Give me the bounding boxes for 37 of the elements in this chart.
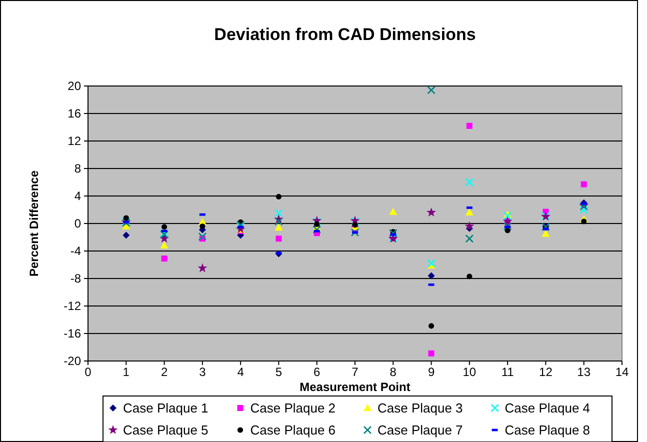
x-axis-title: Measurement Point: [300, 380, 410, 394]
legend-label: Case Plaque 6: [250, 422, 336, 438]
x-tick-label: 0: [84, 365, 92, 379]
y-tick-label: -16: [64, 326, 82, 341]
x-tick-label: 5: [275, 365, 282, 379]
chart-title: Deviation from CAD Dimensions: [214, 25, 476, 44]
legend-label: Case Plaque 3: [378, 400, 463, 416]
y-tick-label: -8: [70, 272, 82, 286]
x-tick-label: 13: [577, 365, 591, 379]
x-tick-label: 11: [501, 365, 514, 379]
y-tick-label: 4: [74, 189, 82, 204]
y-tick-label: 8: [74, 162, 82, 176]
y-axis-title: Percent Difference: [27, 170, 41, 277]
legend-label: Case Plaque 5: [123, 422, 208, 438]
y-tick-label: -20: [64, 354, 82, 368]
x-tick-label: 1: [122, 365, 130, 379]
x-tick-label: 14: [615, 365, 629, 379]
legend-label: Case Plaque 1: [123, 400, 208, 416]
y-tick-label: 20: [68, 79, 82, 94]
legend-label: Case Plaque 2: [250, 400, 336, 416]
legend-label: Case Plaque 4: [504, 400, 590, 416]
x-tick-label: 4: [237, 365, 244, 379]
x-tick-label: 3: [199, 365, 206, 379]
y-tick-label: 16: [68, 106, 82, 121]
legend-label: Case Plaque 8: [504, 422, 590, 438]
y-tick-label: 0: [74, 216, 82, 231]
x-tick-label: 10: [462, 365, 476, 379]
legend-label: Case Plaque 7: [378, 422, 463, 438]
y-tick-label: -4: [70, 244, 82, 258]
x-tick-label: 7: [352, 365, 359, 379]
x-tick-label: 12: [539, 365, 553, 379]
x-tick-label: 9: [428, 365, 435, 379]
y-tick-label: 12: [68, 134, 82, 148]
y-tick-label: -12: [64, 299, 82, 314]
x-tick-label: 8: [390, 365, 397, 379]
x-tick-label: 2: [160, 365, 168, 379]
x-tick-label: 6: [314, 365, 321, 379]
